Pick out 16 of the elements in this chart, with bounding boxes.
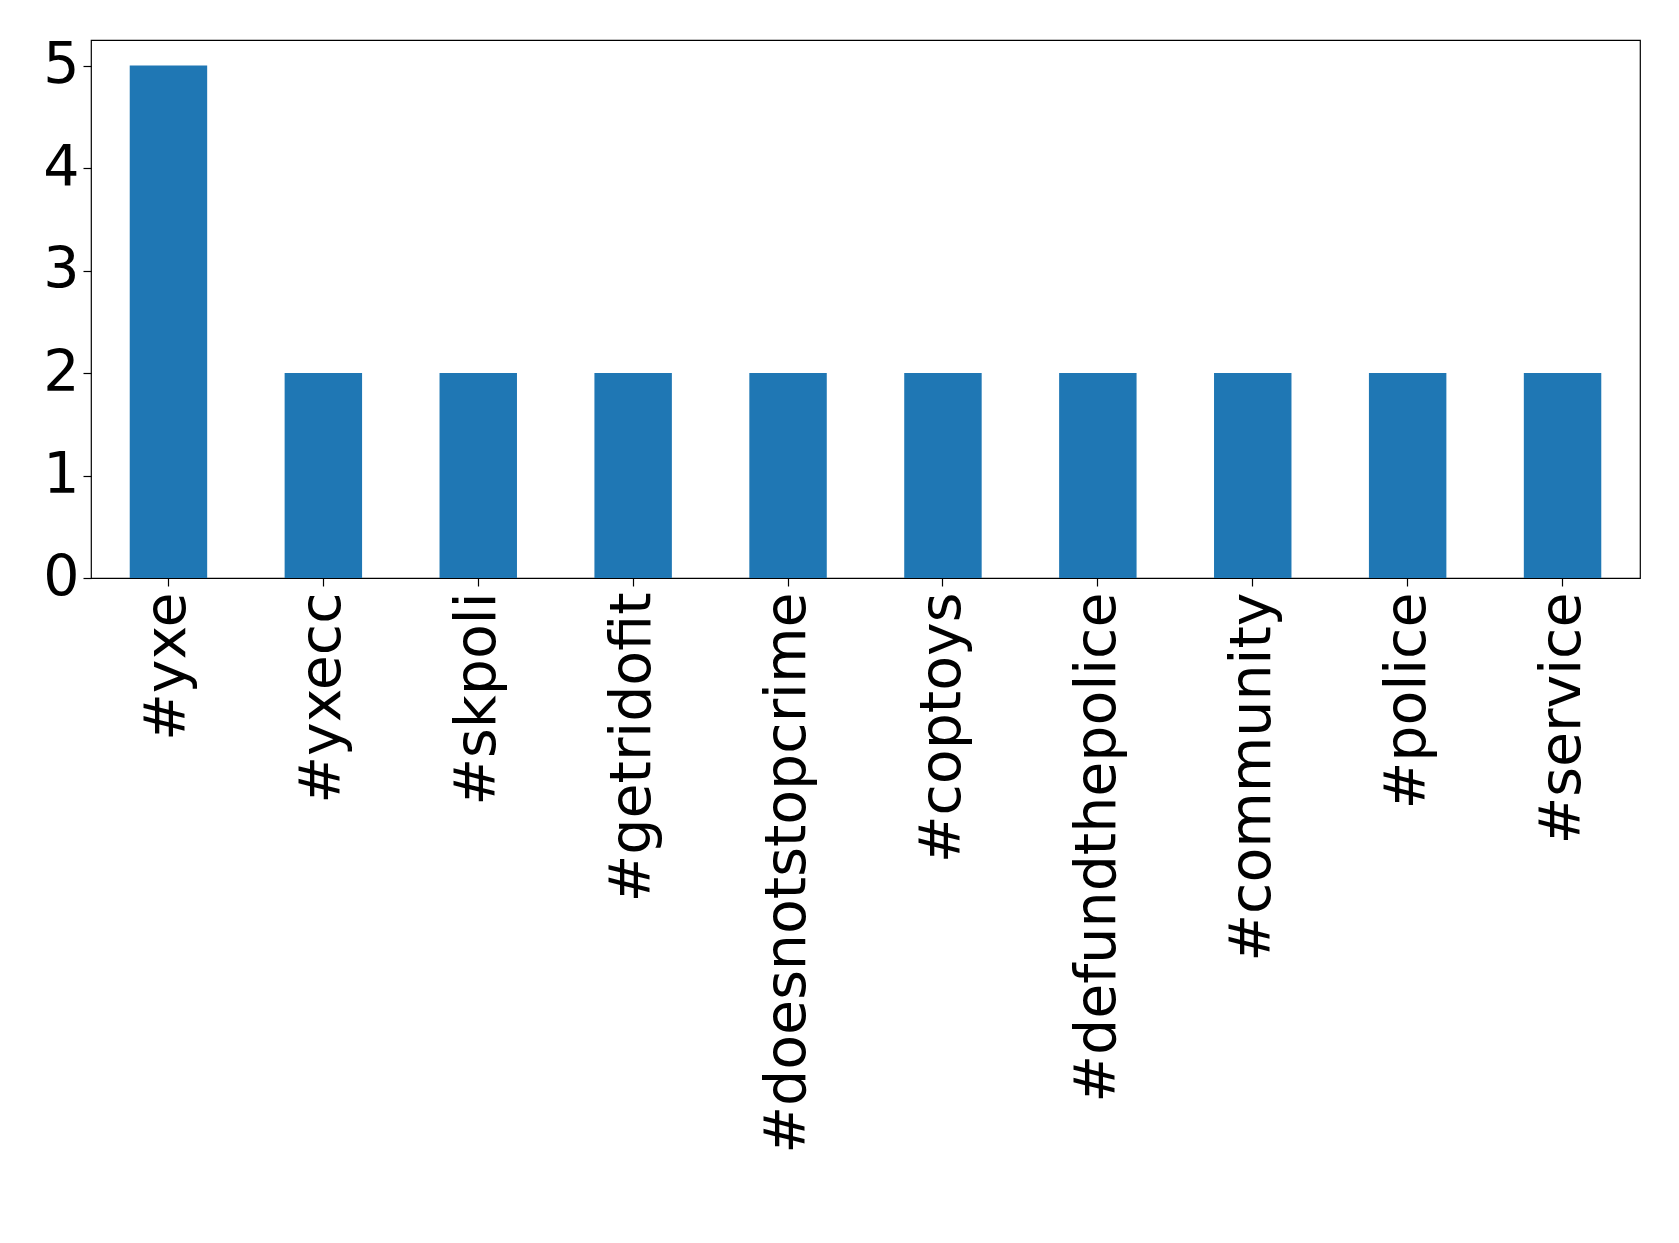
y-tick-label: 3 [43, 235, 80, 302]
x-tick-label: #yxecc [287, 592, 354, 804]
x-tick-label: #community [1216, 592, 1283, 962]
x-tick-label: #coptoys [906, 592, 973, 864]
x-tick-label: #police [1371, 592, 1438, 810]
x-tick-label: #defundthepolice [1061, 592, 1128, 1103]
y-tick-label: 5 [43, 30, 80, 97]
y-tick-label: 4 [43, 132, 80, 199]
x-tick-label: #getridofit [597, 592, 664, 903]
x-tick-label: #service [1526, 592, 1593, 845]
y-tick-label: 1 [43, 440, 80, 507]
x-tick-label: #doesnotstopcrime [752, 592, 819, 1154]
y-tick-label: 0 [43, 542, 80, 609]
y-tick-label: 2 [43, 337, 80, 404]
x-tick-label: #yxe [132, 592, 199, 742]
x-tick-label: #skpoli [442, 592, 509, 806]
